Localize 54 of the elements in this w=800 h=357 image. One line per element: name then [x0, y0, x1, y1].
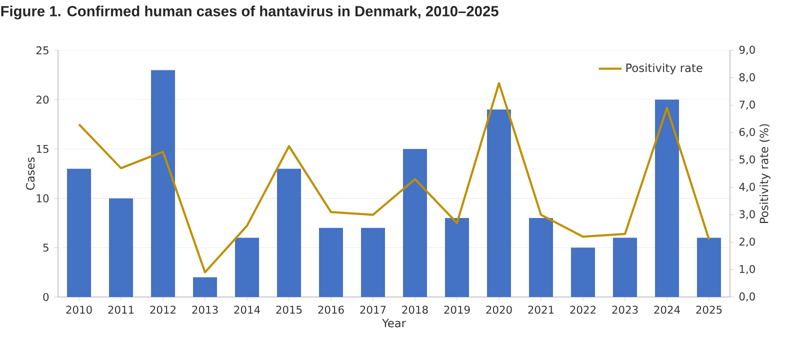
- y-axis-title: Cases: [26, 157, 35, 190]
- y2-tick-label: 5,0: [740, 155, 755, 165]
- x-tick-label: 2023: [612, 306, 638, 314]
- bar: [528, 218, 553, 297]
- x-tick-label: 2015: [276, 306, 302, 314]
- x-tick-label: 2011: [108, 306, 134, 314]
- bar: [696, 238, 721, 297]
- bar: [361, 228, 385, 297]
- bar: [403, 148, 427, 297]
- x-tick-label: 2016: [318, 306, 344, 314]
- y2-tick-label: 6,0: [739, 128, 755, 138]
- y-tick-label: 15: [36, 145, 48, 153]
- y2-tick-label: 3,0: [740, 210, 755, 220]
- x-tick-label: 2010: [66, 306, 92, 314]
- line-series: [78, 82, 710, 274]
- bar: [612, 238, 637, 297]
- bar: [193, 277, 218, 297]
- y2-tick-label: 0,0: [739, 292, 755, 302]
- x-tick-label: 2017: [360, 306, 386, 314]
- bar: [109, 198, 134, 297]
- x-tick-label: 2019: [444, 306, 470, 314]
- x-tick-label: 2024: [654, 306, 680, 314]
- y-tick-label: 10: [36, 194, 49, 202]
- x-tick-label: 2025: [696, 306, 722, 314]
- x-tick-label: 2012: [150, 306, 176, 314]
- y2-axis-title: Positivity rate (%): [759, 124, 770, 223]
- x-axis-title: Year: [382, 318, 406, 328]
- bar: [654, 100, 679, 297]
- bar: [235, 238, 260, 297]
- y2-tick-label: 9,0: [739, 46, 755, 55]
- y2-tick-label: 7,0: [740, 100, 755, 110]
- x-tick-label: 2013: [192, 306, 218, 314]
- y2-tick-label: 4,0: [739, 182, 755, 192]
- legend-label: Positivity rate: [626, 63, 702, 74]
- bar: [67, 168, 92, 297]
- y-tick-label: 0: [43, 292, 49, 302]
- x-tick-label: 2021: [528, 306, 554, 314]
- y-tick-label: 20: [36, 96, 49, 104]
- y2-tick-label: 8,0: [739, 73, 755, 82]
- x-tick-label: 2014: [234, 306, 260, 314]
- bar: [445, 218, 469, 297]
- bar: [277, 168, 302, 297]
- y2-tick-label: 1,0: [740, 264, 755, 274]
- y2-tick-label: 2,0: [739, 238, 755, 247]
- bar: [319, 228, 343, 297]
- bar: [151, 70, 176, 297]
- x-tick-label: 2018: [402, 306, 428, 314]
- chart-title: Figure 1. Confirmed human cases of hantavirus in Denmark, 2010–2025: [1, 6, 498, 20]
- bar: [486, 110, 511, 297]
- x-tick-label: 2022: [570, 306, 596, 314]
- x-tick-label: 2020: [486, 306, 512, 314]
- y-tick-label: 25: [36, 46, 48, 54]
- y-tick-label: 5: [43, 244, 48, 252]
- bar: [570, 248, 595, 297]
